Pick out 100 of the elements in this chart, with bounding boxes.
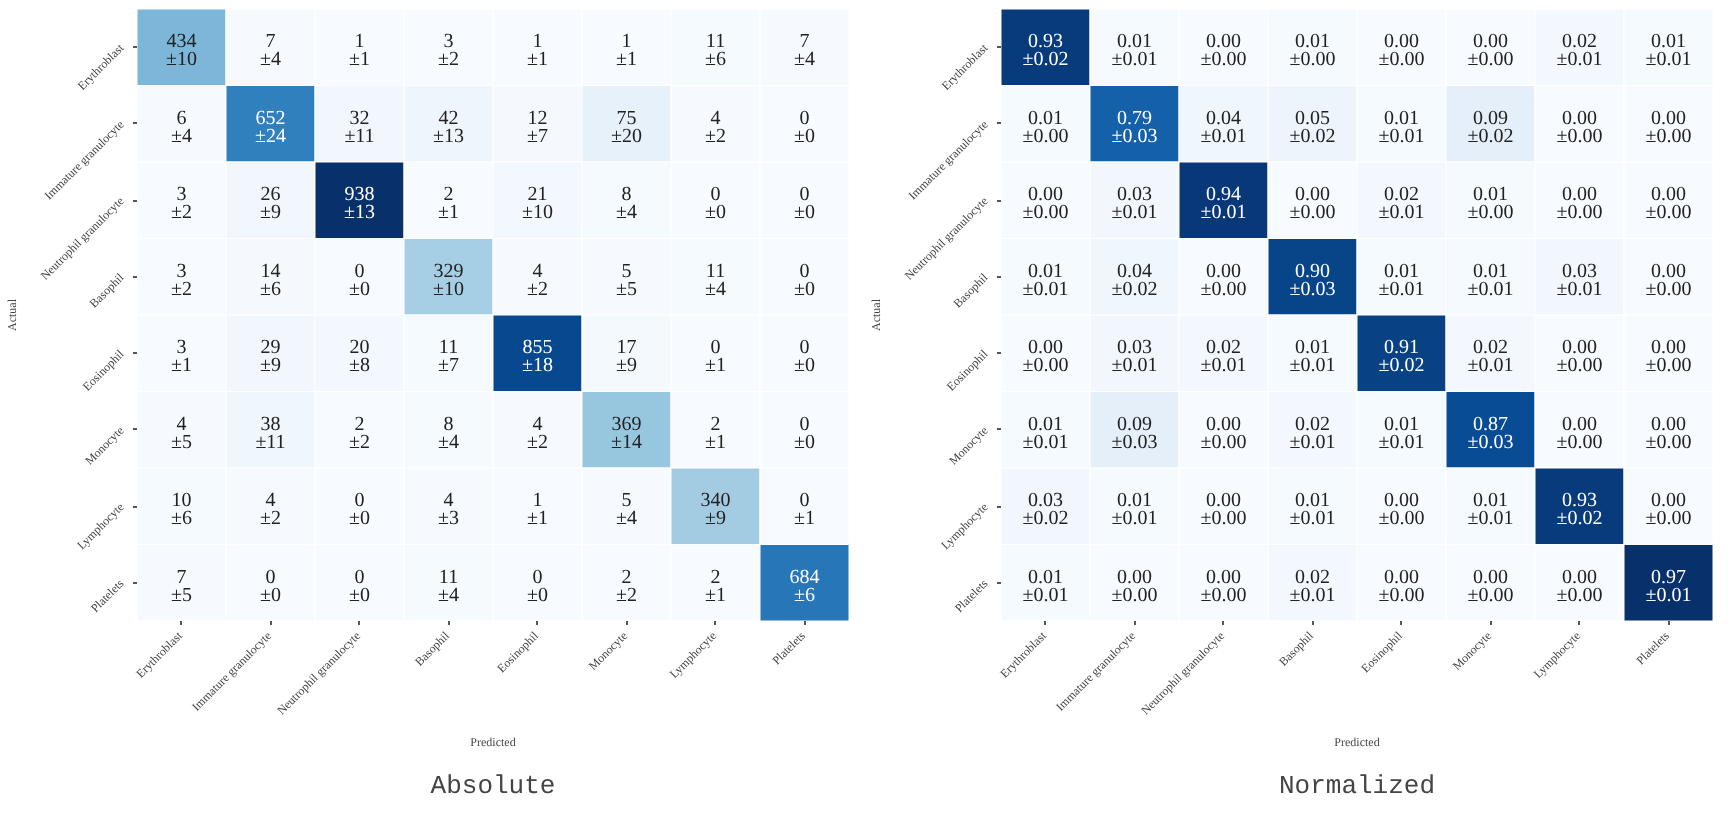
data-label: 0 [799, 337, 810, 360]
annotation: ±0.01 [1200, 355, 1247, 378]
data-label: 0.01 [1384, 260, 1419, 283]
annotation: ±0.01 [1378, 125, 1425, 148]
data-label: 0.03 [1117, 337, 1152, 360]
data-label: 6 [176, 107, 187, 130]
annotation: ±0 [349, 278, 371, 301]
annotation: ±0.00 [1022, 355, 1069, 378]
data-label: 4 [265, 490, 276, 513]
annotation: ±5 [171, 584, 193, 607]
data-label: 11 [705, 260, 726, 283]
annotation: ±10 [433, 278, 465, 301]
data-label: 3 [443, 31, 454, 54]
data-label: 0.79 [1117, 107, 1152, 130]
annotation: ±0.01 [1289, 431, 1336, 454]
annotation: ±1 [705, 584, 727, 607]
annotation: ±0.00 [1645, 125, 1692, 148]
data-label: 0.00 [1384, 490, 1419, 513]
data-label: 0.02 [1295, 566, 1330, 589]
data-label: 0.00 [1206, 490, 1241, 513]
data-label: 2 [710, 566, 721, 589]
annotation: ±0.02 [1556, 508, 1603, 531]
data-label: 434 [166, 31, 197, 54]
annotation: ±4 [260, 49, 282, 72]
annotation: ±0.00 [1556, 125, 1603, 148]
annotation: ±0.00 [1645, 202, 1692, 225]
data-label: 0.00 [1651, 107, 1686, 130]
data-label: 0.01 [1651, 31, 1686, 54]
annotation: ±0.01 [1111, 202, 1158, 225]
annotation: ±18 [522, 355, 554, 378]
annotation: ±0.01 [1022, 278, 1069, 301]
annotation: ±0.01 [1556, 278, 1603, 301]
annotation: ±1 [705, 355, 727, 378]
annotation: ±0.00 [1467, 202, 1514, 225]
annotation: ±4 [616, 508, 638, 531]
data-label: 0 [799, 490, 810, 513]
annotation: ±0 [705, 202, 727, 225]
data-label: 26 [260, 184, 281, 207]
annotation: ±4 [438, 431, 460, 454]
data-label: 4 [532, 260, 543, 283]
annotation: ±0.01 [1200, 202, 1247, 225]
data-label: 0 [354, 566, 365, 589]
data-label: 0.01 [1473, 184, 1508, 207]
data-label: 0 [799, 184, 810, 207]
data-label: 8 [621, 184, 632, 207]
data-label: 0.02 [1562, 31, 1597, 54]
annotation: ±0.01 [1378, 278, 1425, 301]
annotation: ±0 [349, 508, 371, 531]
data-label: 340 [700, 490, 731, 513]
data-label: 0 [710, 184, 721, 207]
annotation: ±0.03 [1111, 431, 1158, 454]
data-label: 32 [349, 107, 370, 130]
annotation: ±11 [344, 125, 375, 148]
annotation: ±2 [260, 508, 282, 531]
data-label: 0.00 [1206, 31, 1241, 54]
annotation: ±0.00 [1556, 431, 1603, 454]
annotation: ±0.01 [1378, 202, 1425, 225]
data-label: 0 [354, 490, 365, 513]
annotation: ±2 [527, 431, 549, 454]
data-label: 7 [176, 566, 187, 589]
data-label: 1 [354, 31, 365, 54]
data-label: 0.04 [1206, 107, 1241, 130]
data-label: 0.01 [1384, 107, 1419, 130]
annotation: ±0.01 [1022, 431, 1069, 454]
annotation: ±0.00 [1645, 431, 1692, 454]
annotation: ±4 [705, 278, 727, 301]
data-label: 0.02 [1473, 337, 1508, 360]
data-label: 369 [611, 413, 642, 436]
annotation: ±0.01 [1289, 355, 1336, 378]
annotation: ±0.00 [1200, 278, 1247, 301]
annotation: ±0.00 [1200, 584, 1247, 607]
annotation: ±13 [344, 202, 376, 225]
data-label: 0.00 [1295, 184, 1330, 207]
annotation: ±0.01 [1467, 278, 1514, 301]
annotation: ±0 [794, 202, 816, 225]
data-label: 0.00 [1651, 413, 1686, 436]
annotation: ±0.01 [1378, 431, 1425, 454]
annotation: ±0 [349, 584, 371, 607]
data-label: 20 [349, 337, 370, 360]
annotation: ±0.00 [1378, 584, 1425, 607]
data-label: 2 [354, 413, 365, 436]
data-label: 0 [799, 413, 810, 436]
annotation: ±0.00 [1645, 508, 1692, 531]
data-label: 0.00 [1206, 413, 1241, 436]
data-label: 0.01 [1295, 31, 1330, 54]
data-label: 12 [527, 107, 548, 130]
data-label: 0.90 [1295, 260, 1330, 283]
data-label: 0 [354, 260, 365, 283]
data-label: 0.00 [1651, 184, 1686, 207]
annotation: ±0.02 [1467, 125, 1514, 148]
annotation: ±0.01 [1467, 508, 1514, 531]
annotation: ±2 [171, 278, 193, 301]
annotation: ±0.00 [1467, 584, 1514, 607]
data-label: 0.00 [1562, 184, 1597, 207]
annotation: ±10 [522, 202, 554, 225]
data-label: 0.09 [1473, 107, 1508, 130]
data-label: 0.00 [1028, 337, 1063, 360]
annotation: ±0.00 [1022, 125, 1069, 148]
annotation: ±0.01 [1111, 508, 1158, 531]
annotation: ±1 [616, 49, 638, 72]
